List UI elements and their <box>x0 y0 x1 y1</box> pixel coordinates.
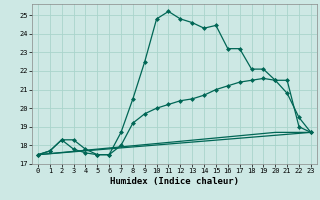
X-axis label: Humidex (Indice chaleur): Humidex (Indice chaleur) <box>110 177 239 186</box>
